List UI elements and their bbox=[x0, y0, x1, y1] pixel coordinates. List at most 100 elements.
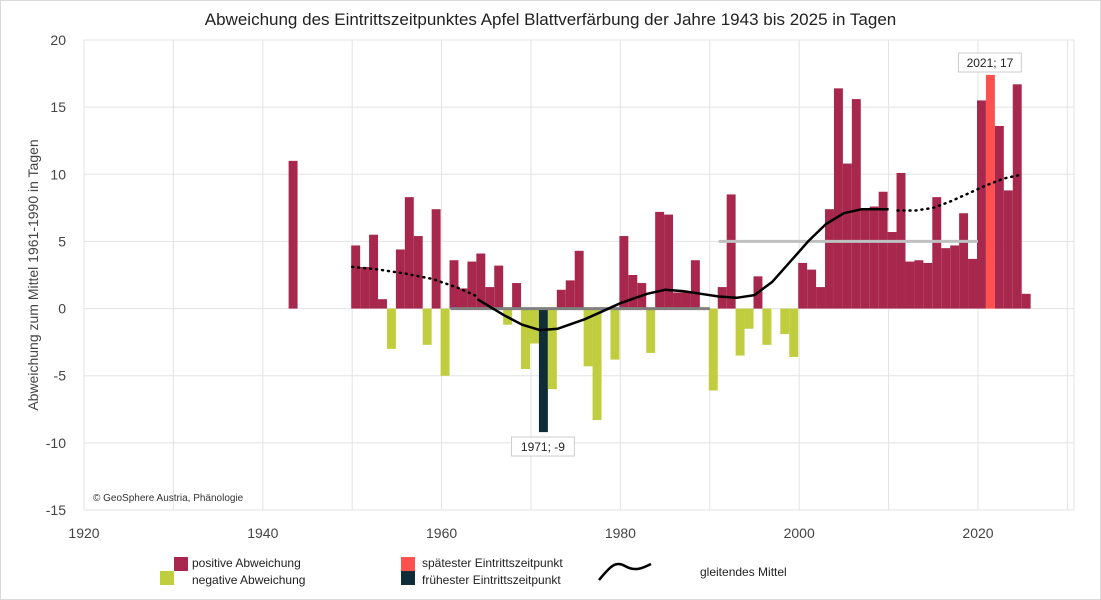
moving-average-line bbox=[476, 207, 889, 332]
bar-1970 bbox=[530, 308, 539, 344]
bar-1963 bbox=[467, 261, 477, 309]
bar-1953 bbox=[378, 299, 387, 309]
bar-2022 bbox=[994, 125, 1004, 309]
bar-2016 bbox=[941, 248, 951, 309]
bar-1964 bbox=[476, 253, 486, 309]
x-tick-label: 1960 bbox=[426, 525, 457, 541]
bar-2021 bbox=[985, 74, 995, 309]
bar-1971 bbox=[538, 308, 548, 433]
bar-1994 bbox=[744, 308, 754, 329]
bar-2020 bbox=[977, 100, 986, 309]
bar-1962 bbox=[458, 288, 468, 309]
moving-average-dotted-start bbox=[350, 265, 479, 298]
x-tick-label: 1920 bbox=[68, 525, 99, 541]
bar-2024 bbox=[1012, 84, 1022, 309]
bar-1968 bbox=[512, 283, 522, 309]
bar-1986 bbox=[673, 292, 682, 309]
y-tick-label: -5 bbox=[54, 368, 67, 384]
bar-1981 bbox=[628, 275, 638, 309]
bar-2007 bbox=[860, 209, 870, 309]
chart-title: Abweichung des Eintrittszeitpunktes Apfe… bbox=[204, 10, 897, 29]
bar-2015 bbox=[932, 197, 942, 309]
x-tick-label: 1940 bbox=[247, 525, 278, 541]
legend-label-latest: spätester Eintrittszeitpunkt bbox=[422, 556, 563, 570]
bar-1987 bbox=[681, 292, 691, 309]
y-tick-label: 5 bbox=[58, 233, 66, 249]
bar-1976 bbox=[583, 308, 593, 367]
x-tick-label: 1980 bbox=[605, 525, 636, 541]
bar-1965 bbox=[485, 287, 495, 309]
bar-1955 bbox=[395, 249, 405, 309]
bar-2008 bbox=[869, 206, 879, 309]
y-tick-label: 10 bbox=[50, 166, 66, 182]
legend-label-positive: positive Abweichung bbox=[192, 556, 301, 570]
bar-1943 bbox=[288, 160, 298, 309]
y-axis-label: Abweichung zum Mittel 1961-1990 in Tagen bbox=[25, 139, 41, 410]
bar-1988 bbox=[690, 260, 700, 309]
bar-2009 bbox=[878, 191, 888, 309]
bar-1956 bbox=[404, 197, 414, 309]
bar-1959 bbox=[431, 209, 441, 309]
bar-1979 bbox=[610, 308, 620, 360]
bar-1974 bbox=[565, 280, 575, 309]
bar-2010 bbox=[887, 232, 897, 309]
bar-1973 bbox=[556, 289, 566, 309]
y-tick-label: -15 bbox=[46, 502, 66, 518]
bar-1950 bbox=[351, 245, 361, 309]
moving-average-dotted-end bbox=[896, 173, 1024, 212]
bar-1999 bbox=[789, 308, 799, 357]
latest-annotation-box bbox=[958, 52, 1022, 73]
y-tick-label: 15 bbox=[50, 99, 66, 115]
bar-2005 bbox=[842, 163, 852, 309]
bar-1960 bbox=[440, 308, 450, 376]
x-tick-label: 2020 bbox=[962, 525, 993, 541]
bar-1977 bbox=[592, 308, 602, 421]
bar-2006 bbox=[851, 99, 861, 309]
legend-swatch-earliest bbox=[401, 571, 415, 585]
x-tick-label: 2000 bbox=[784, 525, 815, 541]
bar-1957 bbox=[413, 236, 423, 309]
legend-label-negative: negative Abweichung bbox=[192, 573, 306, 587]
legend-swatch-positive bbox=[174, 557, 188, 571]
legend-mean-line-icon bbox=[598, 562, 652, 581]
bar-1993 bbox=[735, 308, 745, 356]
bar-1975 bbox=[574, 250, 584, 309]
legend-label-mean: gleitendes Mittel bbox=[700, 565, 787, 579]
bar-1969 bbox=[521, 308, 530, 369]
bar-1966 bbox=[494, 265, 504, 309]
bar-1951 bbox=[360, 266, 370, 309]
bar-1992 bbox=[726, 194, 736, 309]
bar-2018 bbox=[959, 213, 969, 309]
bar-2004 bbox=[833, 88, 843, 309]
bar-2023 bbox=[1003, 190, 1013, 309]
legend-swatch-latest bbox=[401, 557, 415, 571]
bar-1980 bbox=[619, 236, 629, 309]
bar-1983 bbox=[646, 308, 656, 353]
bar-1998 bbox=[780, 308, 790, 335]
bar-1990 bbox=[708, 308, 718, 391]
bar-1952 bbox=[369, 234, 379, 309]
bar-2003 bbox=[825, 209, 834, 309]
bar-1996 bbox=[762, 308, 772, 345]
copyright-text: © GeoSphere Austria, Phänologie bbox=[93, 493, 244, 504]
bar-1958 bbox=[422, 308, 432, 345]
bar-1985 bbox=[664, 214, 674, 309]
bar-1984 bbox=[655, 211, 665, 309]
earliest-annotation-box bbox=[511, 436, 575, 457]
bar-2001 bbox=[807, 269, 817, 309]
legend-swatch-negative bbox=[160, 571, 174, 585]
bar-2019 bbox=[968, 258, 977, 309]
bar-2012 bbox=[905, 261, 915, 309]
bar-2013 bbox=[914, 260, 924, 309]
bar-2000 bbox=[798, 262, 808, 309]
legend-label-earliest: frühester Eintrittszeitpunkt bbox=[422, 573, 561, 587]
bar-1954 bbox=[386, 308, 396, 349]
bar-2002 bbox=[816, 287, 826, 309]
bar-1972 bbox=[547, 308, 557, 390]
latest-annotation: 2021; 17 bbox=[967, 56, 1014, 70]
y-tick-label: -10 bbox=[46, 435, 66, 451]
bar-1961 bbox=[449, 260, 459, 309]
bar-2014 bbox=[923, 262, 933, 309]
bar-2025 bbox=[1021, 293, 1031, 309]
